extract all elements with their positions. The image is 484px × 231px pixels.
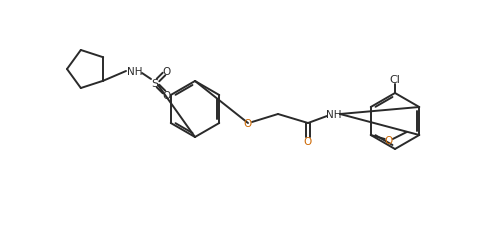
Text: NH: NH [127, 67, 142, 77]
Text: O: O [303, 137, 312, 146]
Text: Cl: Cl [389, 75, 400, 85]
Text: O: O [163, 91, 171, 100]
Text: S: S [151, 79, 158, 89]
Text: O: O [384, 135, 392, 145]
Text: O: O [163, 67, 171, 77]
Text: NH: NH [326, 109, 341, 119]
Text: O: O [243, 119, 252, 128]
